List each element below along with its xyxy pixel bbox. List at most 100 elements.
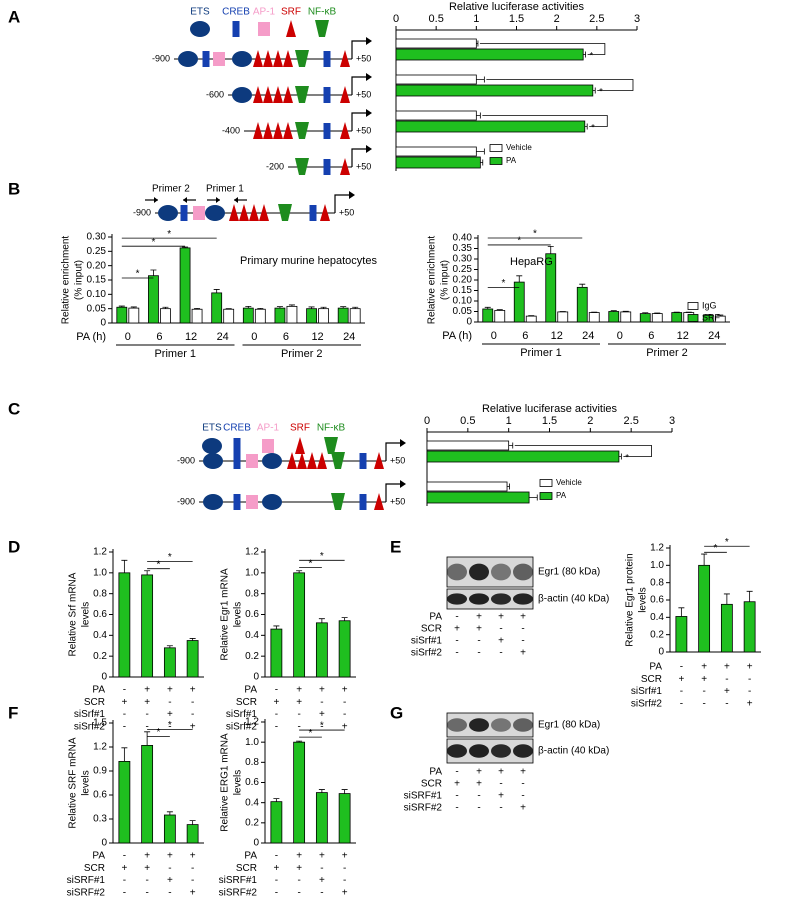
x-tick-label: 3 [669,415,675,427]
legend-label: PA [556,491,567,500]
primer-arrow-head [216,197,220,203]
legend-swatch [490,158,502,165]
bar [180,248,190,323]
legend-swatch [688,303,698,310]
panel-label: G [390,703,403,722]
condition-label: siSRF#1 [404,791,443,802]
promoter-legend-label: AP-1 [257,423,280,434]
y-tick-label: 0.20 [87,260,107,271]
creb-site [203,51,210,67]
significance-label: * [136,269,140,280]
blot-band [513,593,533,604]
condition-mark: - [297,888,300,899]
y-tick-label: 1.2 [93,742,107,753]
y-tick-label: 0.8 [245,757,259,768]
bar [271,802,282,843]
y-tick-label: 0.4 [93,630,107,641]
nfkb-site [295,50,309,67]
bar [160,309,170,323]
bar [339,621,350,677]
y-tick-label: 0.8 [650,577,664,588]
bar [495,310,505,322]
condition-mark: + [498,612,504,623]
condition-mark: + [724,662,730,673]
y-axis-label: Relative Egr1 protein [625,553,636,646]
creb-site [234,438,241,454]
band-label: β-actin (40 kDa) [538,746,609,757]
panel-label: D [8,537,20,556]
panel-label: C [8,399,20,418]
error-bar [167,812,173,815]
condition-mark: + [498,791,504,802]
y-tick-label: 0 [658,647,664,658]
y-tick-label: 0.6 [245,609,259,620]
x-tick-label: 6 [648,330,654,342]
condition-mark: + [319,685,325,696]
significance-label: * [168,720,172,731]
condition-mark: + [296,685,302,696]
y-tick-label: 0.2 [93,651,107,662]
x-tick-label: 2.5 [624,415,639,427]
bar [672,313,682,322]
x-tick-label: 2 [554,13,560,25]
construct-end: +50 [356,53,371,63]
bar [609,312,619,323]
condition-label: PA [92,685,105,696]
x-tick-label: 1 [473,13,479,25]
nfkb-site [278,204,292,221]
significance-label: * [725,537,729,548]
primer-arrow-head [183,197,187,203]
condition-mark: - [455,612,458,623]
bar [255,309,265,323]
condition-mark: - [477,791,480,802]
condition-mark: + [144,851,150,862]
creb-site [360,453,367,469]
blot-band [469,744,489,757]
blot-band [491,744,511,757]
blot-band [513,564,533,581]
error-bar [319,619,325,623]
legend-label: IgG [702,300,717,310]
condition-mark: - [343,875,346,886]
error-bar [144,732,150,746]
condition-mark: - [145,888,148,899]
y-tick-label: 0.30 [453,254,473,265]
error-bar [476,149,484,155]
y-tick-label: 0 [253,838,259,849]
y-tick-label: 1.0 [245,737,259,748]
ap1-site [258,22,270,36]
promoter-legend-label: SRF [290,423,310,434]
nfkb-site [295,158,309,175]
condition-mark: + [701,674,707,685]
x-axis-label: PA (h) [76,331,106,343]
bar [142,745,153,843]
y-tick-label: 1.2 [245,717,259,728]
nfkb-site [324,437,338,454]
condition-label: PA [649,662,662,673]
promoter-legend-label: CREB [223,423,251,434]
condition-mark: + [167,709,173,720]
ets-site [190,21,210,37]
construct-end: +50 [356,161,371,171]
condition-mark: - [455,791,458,802]
y-tick-label: 1.2 [245,547,259,558]
creb-site [324,87,331,103]
bar [514,282,524,322]
condition-mark: - [343,709,346,720]
srf-site [295,437,305,454]
bar [721,604,732,652]
condition-mark: - [123,685,126,696]
bar [483,309,493,322]
bar [275,308,285,323]
y-tick-label: 0 [101,672,107,683]
error-bar [121,748,127,762]
ets-site [203,453,223,469]
condition-mark: + [296,851,302,862]
y-tick-label: 0 [253,672,259,683]
condition-label: SCR [84,863,105,874]
error-bar [678,608,684,617]
primer-label: Primer 1 [206,184,244,195]
condition-mark: - [499,624,502,635]
condition-mark: + [747,662,753,673]
x-tick-label: 0.5 [429,13,444,25]
